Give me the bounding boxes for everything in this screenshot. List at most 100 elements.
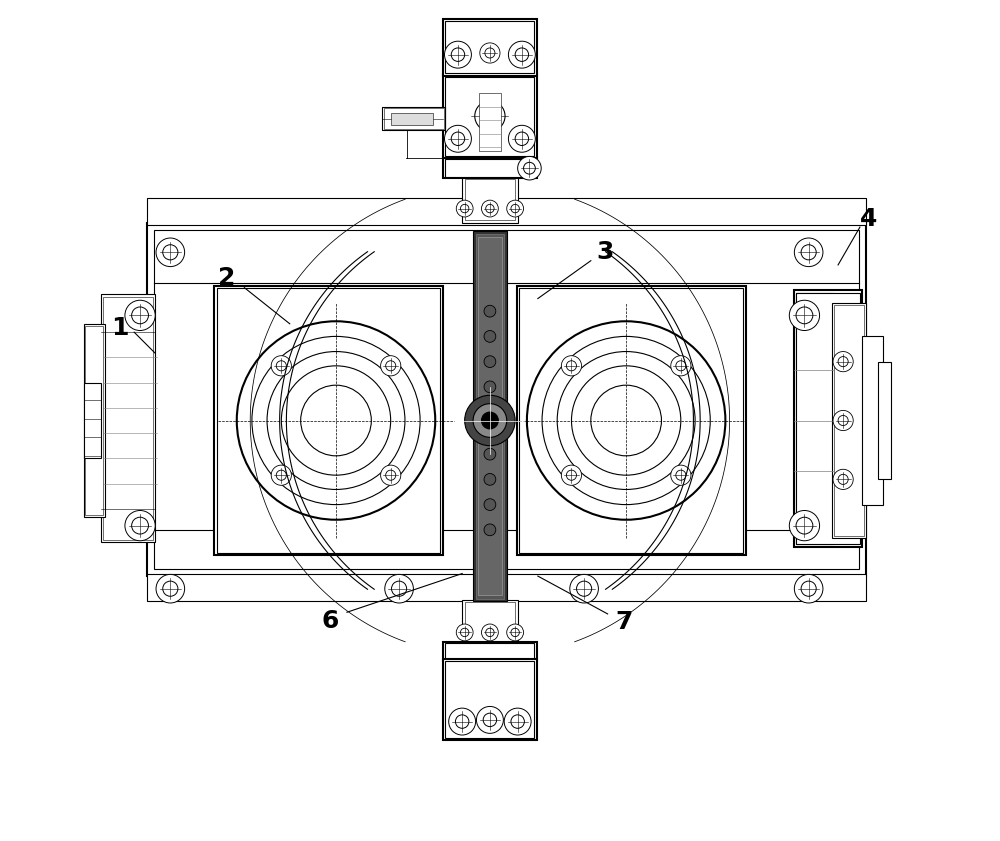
Circle shape xyxy=(481,108,498,124)
Circle shape xyxy=(542,336,710,505)
Text: 7: 7 xyxy=(616,611,633,634)
Circle shape xyxy=(267,352,405,489)
Circle shape xyxy=(276,470,286,480)
Text: 2: 2 xyxy=(218,266,235,289)
Circle shape xyxy=(511,204,519,213)
Circle shape xyxy=(456,624,473,641)
Circle shape xyxy=(484,499,496,510)
Circle shape xyxy=(381,356,401,376)
Bar xyxy=(443,157,537,178)
Circle shape xyxy=(281,366,391,475)
Circle shape xyxy=(507,200,524,217)
Circle shape xyxy=(484,473,496,485)
Circle shape xyxy=(480,43,500,63)
Bar xyxy=(478,237,502,595)
Circle shape xyxy=(276,361,286,371)
Circle shape xyxy=(475,101,505,131)
Bar xyxy=(101,294,155,542)
Circle shape xyxy=(381,465,401,485)
Circle shape xyxy=(801,581,816,596)
Circle shape xyxy=(237,321,435,520)
Circle shape xyxy=(481,624,498,641)
Bar xyxy=(443,74,537,158)
Bar xyxy=(445,77,534,156)
Bar xyxy=(147,574,866,601)
Circle shape xyxy=(132,307,148,324)
Circle shape xyxy=(481,200,498,217)
Circle shape xyxy=(163,581,178,596)
Circle shape xyxy=(386,470,396,480)
Circle shape xyxy=(561,356,582,376)
Circle shape xyxy=(518,156,541,180)
Circle shape xyxy=(473,404,507,437)
Circle shape xyxy=(557,352,695,489)
Bar xyxy=(473,231,507,601)
Circle shape xyxy=(444,125,471,152)
Bar xyxy=(796,293,860,544)
Circle shape xyxy=(392,581,407,596)
Bar xyxy=(214,286,443,555)
Circle shape xyxy=(676,361,686,371)
Circle shape xyxy=(676,470,686,480)
Circle shape xyxy=(527,321,725,520)
Circle shape xyxy=(476,706,503,733)
Bar xyxy=(834,305,864,536)
Circle shape xyxy=(484,381,496,393)
Bar xyxy=(517,286,746,555)
Text: 1: 1 xyxy=(111,316,129,340)
Bar xyxy=(476,234,504,599)
Circle shape xyxy=(796,517,813,534)
Circle shape xyxy=(507,624,524,641)
Bar xyxy=(796,293,834,544)
Circle shape xyxy=(515,48,529,61)
Bar xyxy=(445,643,534,659)
Bar xyxy=(391,113,433,125)
Circle shape xyxy=(483,713,497,727)
Circle shape xyxy=(838,357,848,367)
Bar xyxy=(794,290,862,547)
Bar xyxy=(84,383,101,458)
Circle shape xyxy=(455,715,469,728)
Circle shape xyxy=(456,200,473,217)
Circle shape xyxy=(515,132,529,145)
Text: 4: 4 xyxy=(860,207,877,230)
Circle shape xyxy=(301,385,371,456)
Circle shape xyxy=(566,361,576,371)
Circle shape xyxy=(484,448,496,460)
Bar xyxy=(445,661,534,738)
Circle shape xyxy=(789,510,820,541)
Circle shape xyxy=(271,356,291,376)
Circle shape xyxy=(524,162,535,174)
Bar xyxy=(217,288,440,553)
Circle shape xyxy=(271,465,291,485)
Circle shape xyxy=(577,581,592,596)
Circle shape xyxy=(801,245,816,260)
Circle shape xyxy=(484,356,496,368)
Bar xyxy=(384,108,444,129)
Circle shape xyxy=(833,469,853,489)
Circle shape xyxy=(163,245,178,260)
Circle shape xyxy=(561,465,582,485)
Circle shape xyxy=(833,352,853,372)
Circle shape xyxy=(511,715,524,728)
Circle shape xyxy=(451,132,465,145)
Circle shape xyxy=(484,331,496,342)
Circle shape xyxy=(789,300,820,331)
Bar xyxy=(443,659,537,740)
Bar xyxy=(445,21,534,73)
Circle shape xyxy=(511,628,519,637)
Circle shape xyxy=(838,415,848,426)
Circle shape xyxy=(451,48,465,61)
Bar xyxy=(832,303,866,538)
Bar xyxy=(519,288,743,553)
Circle shape xyxy=(794,238,823,267)
Bar xyxy=(147,198,866,225)
Circle shape xyxy=(508,41,535,68)
Circle shape xyxy=(156,238,185,267)
Circle shape xyxy=(591,385,661,456)
Circle shape xyxy=(508,125,535,152)
Circle shape xyxy=(794,574,823,603)
Bar xyxy=(479,93,501,151)
Circle shape xyxy=(566,470,576,480)
Circle shape xyxy=(484,305,496,317)
